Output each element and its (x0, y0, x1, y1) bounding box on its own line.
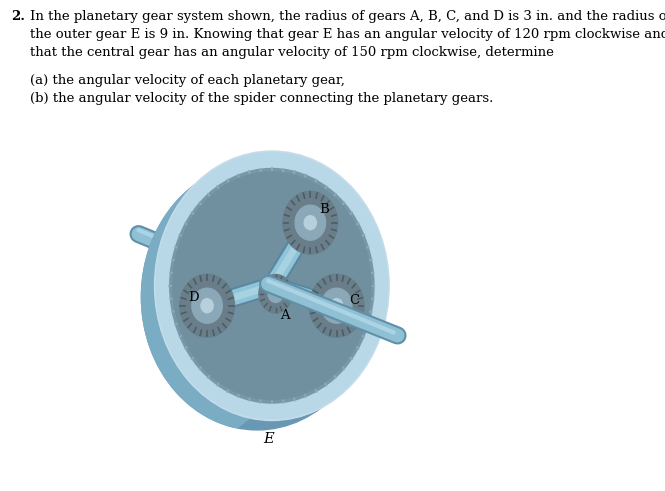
Ellipse shape (309, 221, 312, 224)
Ellipse shape (269, 282, 275, 290)
Ellipse shape (307, 219, 314, 227)
Ellipse shape (321, 288, 352, 323)
Polygon shape (142, 155, 252, 428)
Ellipse shape (333, 302, 340, 310)
Text: (b) the angular velocity of the spider connecting the planetary gears.: (b) the angular velocity of the spider c… (31, 92, 493, 105)
Ellipse shape (205, 304, 209, 307)
Ellipse shape (201, 299, 213, 313)
Ellipse shape (268, 285, 283, 302)
Text: C: C (350, 294, 360, 307)
Ellipse shape (309, 274, 364, 337)
Text: E: E (263, 432, 273, 446)
Ellipse shape (304, 216, 317, 230)
Text: 2.: 2. (11, 10, 25, 24)
Ellipse shape (180, 274, 235, 337)
Ellipse shape (142, 164, 373, 430)
Text: the outer gear E is 9 in. Knowing that gear E has an angular velocity of 120 rpm: the outer gear E is 9 in. Knowing that g… (31, 28, 665, 41)
Ellipse shape (156, 153, 388, 419)
Ellipse shape (192, 288, 222, 323)
Ellipse shape (295, 205, 326, 240)
Ellipse shape (173, 172, 371, 400)
Ellipse shape (265, 278, 279, 294)
Ellipse shape (154, 151, 389, 420)
Ellipse shape (283, 191, 338, 254)
Text: B: B (319, 203, 329, 216)
Text: D: D (188, 291, 199, 304)
Text: A: A (280, 309, 290, 322)
Text: In the planetary gear system shown, the radius of gears A, B, C, and D is 3 in. : In the planetary gear system shown, the … (31, 10, 665, 24)
Ellipse shape (203, 302, 211, 310)
Text: that the central gear has an angular velocity of 150 rpm clockwise, determine: that the central gear has an angular vel… (31, 46, 554, 59)
Ellipse shape (259, 274, 293, 313)
Text: (a) the angular velocity of each planetary gear,: (a) the angular velocity of each planeta… (31, 74, 345, 87)
Ellipse shape (170, 168, 374, 403)
Ellipse shape (331, 299, 342, 313)
Ellipse shape (335, 304, 338, 307)
